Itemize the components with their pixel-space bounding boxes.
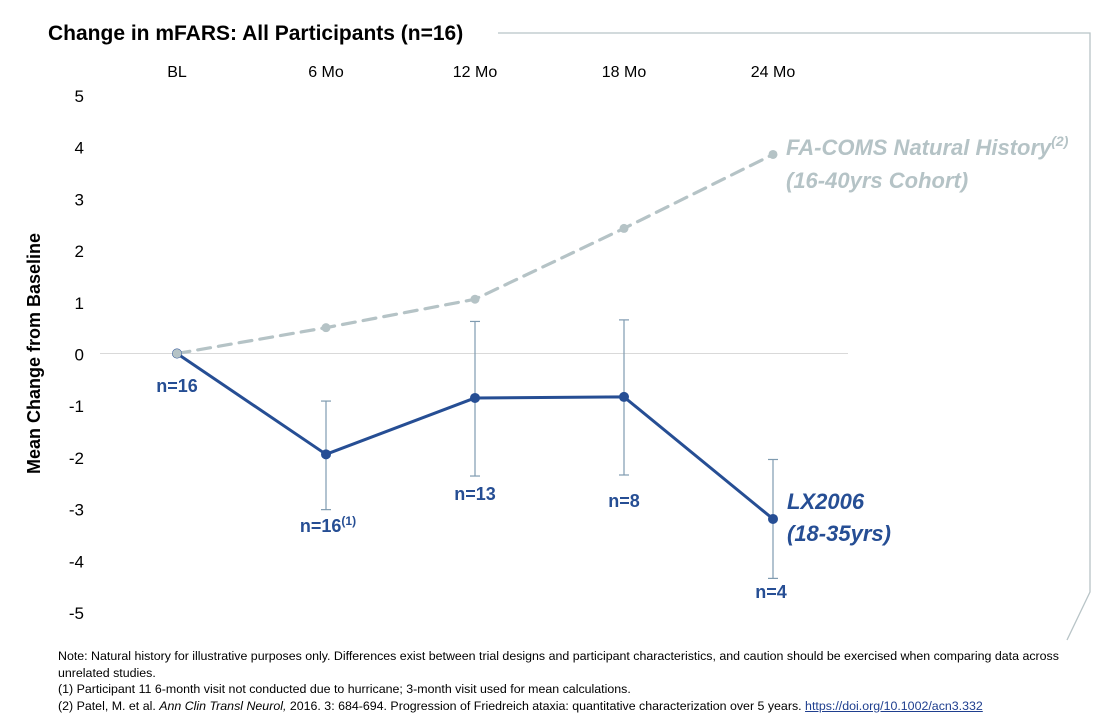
y-tick-label: -5 bbox=[69, 604, 84, 623]
x-axis: BL 6 Mo 12 Mo 18 Mo 24 Mo bbox=[167, 64, 795, 81]
lx2006-point bbox=[470, 392, 480, 403]
lx2006-label: LX2006 bbox=[787, 489, 865, 514]
n-label: n=16(1) bbox=[300, 514, 356, 536]
footnote-1: (1) Participant 11 6-month visit not con… bbox=[58, 682, 631, 696]
x-tick-label: 18 Mo bbox=[602, 64, 647, 81]
y-axis: 5 4 3 2 1 0 -1 -2 -3 -4 -5 Mean Change from Baselin… bbox=[24, 87, 84, 623]
natural-history-point bbox=[619, 223, 629, 233]
y-tick-label: 4 bbox=[75, 139, 84, 158]
x-tick-label: 6 Mo bbox=[308, 64, 344, 81]
natural-history-point bbox=[470, 294, 480, 304]
y-tick-label: 0 bbox=[75, 346, 84, 365]
footnote-note: Note: Natural history for illustrative p… bbox=[58, 649, 1059, 680]
y-tick-label: -3 bbox=[69, 501, 84, 520]
y-tick-label: 1 bbox=[75, 294, 84, 313]
footnote-2-rest: 2016. 3: 684-694. Progression of Friedre… bbox=[286, 698, 806, 713]
x-tick-label: 24 Mo bbox=[751, 64, 796, 81]
frame-line bbox=[498, 32, 1091, 641]
n-label: n=16 bbox=[156, 376, 198, 396]
lx2006-point bbox=[321, 449, 331, 460]
footnote-2-doi-link[interactable]: https://doi.org/10.1002/acn3.332 bbox=[805, 698, 983, 713]
y-tick-label: -1 bbox=[69, 397, 84, 416]
y-axis-label: Mean Change from Baseline bbox=[24, 233, 44, 474]
series-layer bbox=[172, 149, 778, 579]
y-tick-label: -4 bbox=[69, 552, 84, 571]
n-label: n=4 bbox=[755, 582, 787, 602]
footnote-2: (2) Patel, M. et al. Ann Clin Transl Neu… bbox=[58, 698, 1098, 715]
x-tick-label: BL bbox=[167, 64, 187, 81]
lx2006-point bbox=[768, 513, 778, 524]
footnote-2-journal: Ann Clin Transl Neurol, bbox=[159, 698, 287, 713]
n-label: n=8 bbox=[608, 491, 640, 511]
natural-history-point bbox=[321, 323, 331, 333]
baseline-point bbox=[172, 349, 182, 358]
y-tick-label: 2 bbox=[75, 242, 84, 261]
chart-title: Change in mFARS: All Participants (n=16) bbox=[48, 22, 464, 45]
y-tick-label: 3 bbox=[75, 190, 84, 209]
lx2006-label-line2: (18-35yrs) bbox=[787, 521, 891, 546]
footnote-2-prefix: (2) Patel, M. et al. bbox=[58, 698, 160, 713]
lx2006-point bbox=[619, 391, 629, 402]
chart-canvas: 5 4 3 2 1 0 -1 -2 -3 -4 -5 Mean Change from Baselin… bbox=[24, 32, 1091, 641]
chart-frame bbox=[498, 32, 1091, 641]
n-label: n=13 bbox=[454, 484, 496, 504]
x-tick-label: 12 Mo bbox=[453, 64, 498, 81]
natural-history-point bbox=[768, 149, 778, 159]
natural-history-label: FA-COMS Natural History(2) bbox=[786, 133, 1069, 160]
annotation-layer: n=16 n=16(1) n=13 n=8 n=4 FA-COMS Natural His… bbox=[156, 133, 1068, 602]
y-tick-label: 5 bbox=[75, 87, 84, 106]
y-tick-label: -2 bbox=[69, 449, 84, 468]
footnotes: Note: Natural history for illustrative p… bbox=[58, 648, 1098, 714]
natural-history-label-line2: (16-40yrs Cohort) bbox=[786, 168, 968, 193]
